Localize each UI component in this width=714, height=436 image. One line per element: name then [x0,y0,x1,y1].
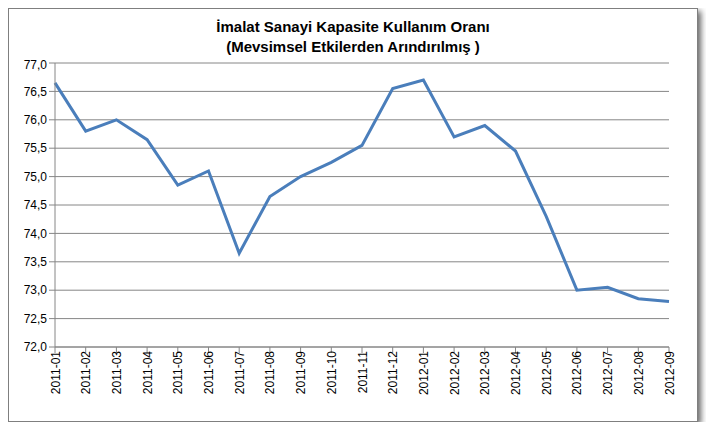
svg-text:76,5: 76,5 [24,85,48,99]
svg-text:2011-11: 2011-11 [356,351,370,394]
svg-text:2012-09: 2012-09 [663,351,677,395]
svg-text:2011-05: 2011-05 [171,351,185,394]
svg-text:2011-09: 2011-09 [294,351,308,394]
svg-text:2011-01: 2011-01 [49,351,63,394]
svg-text:2011-08: 2011-08 [263,351,277,394]
svg-text:2011-04: 2011-04 [141,351,155,394]
svg-text:2011-07: 2011-07 [233,351,247,394]
html-text:İmalat Sanayi Kapasite Kullanı: İmalat Sanayi Kapasite Kullanım Oranı [216,18,490,35]
svg-text:2011-10: 2011-10 [325,351,339,394]
svg-text:2012-08: 2012-08 [632,351,646,395]
html-text:(Mevsimsel Etkilerden Arındırı: (Mevsimsel Etkilerden Arındırılmış ) [226,38,480,55]
svg-text:75,0: 75,0 [24,170,48,184]
svg-text:2012-06: 2012-06 [570,351,584,395]
svg-text:73,0: 73,0 [24,283,48,297]
svg-text:2012-02: 2012-02 [448,351,462,395]
svg-text:2011-02: 2011-02 [79,351,93,394]
svg-text:72,5: 72,5 [24,312,48,326]
svg-text:74,0: 74,0 [24,227,48,241]
svg-text:2011-12: 2011-12 [386,351,400,394]
svg-text:77,0: 77,0 [24,58,48,72]
svg-text:2011-03: 2011-03 [110,351,124,394]
svg-text:74,5: 74,5 [24,198,48,212]
svg-text:2011-06: 2011-06 [202,351,216,394]
svg-text:2012-04: 2012-04 [509,351,523,395]
svg-text:75,5: 75,5 [24,141,48,155]
svg-text:73,5: 73,5 [24,255,48,269]
svg-text:76,0: 76,0 [24,113,48,127]
svg-text:72,0: 72,0 [24,340,48,354]
svg-text:2012-01: 2012-01 [417,351,431,395]
svg-text:2012-03: 2012-03 [478,351,492,395]
svg-text:2012-05: 2012-05 [540,351,554,395]
svg-text:2012-07: 2012-07 [601,351,615,395]
